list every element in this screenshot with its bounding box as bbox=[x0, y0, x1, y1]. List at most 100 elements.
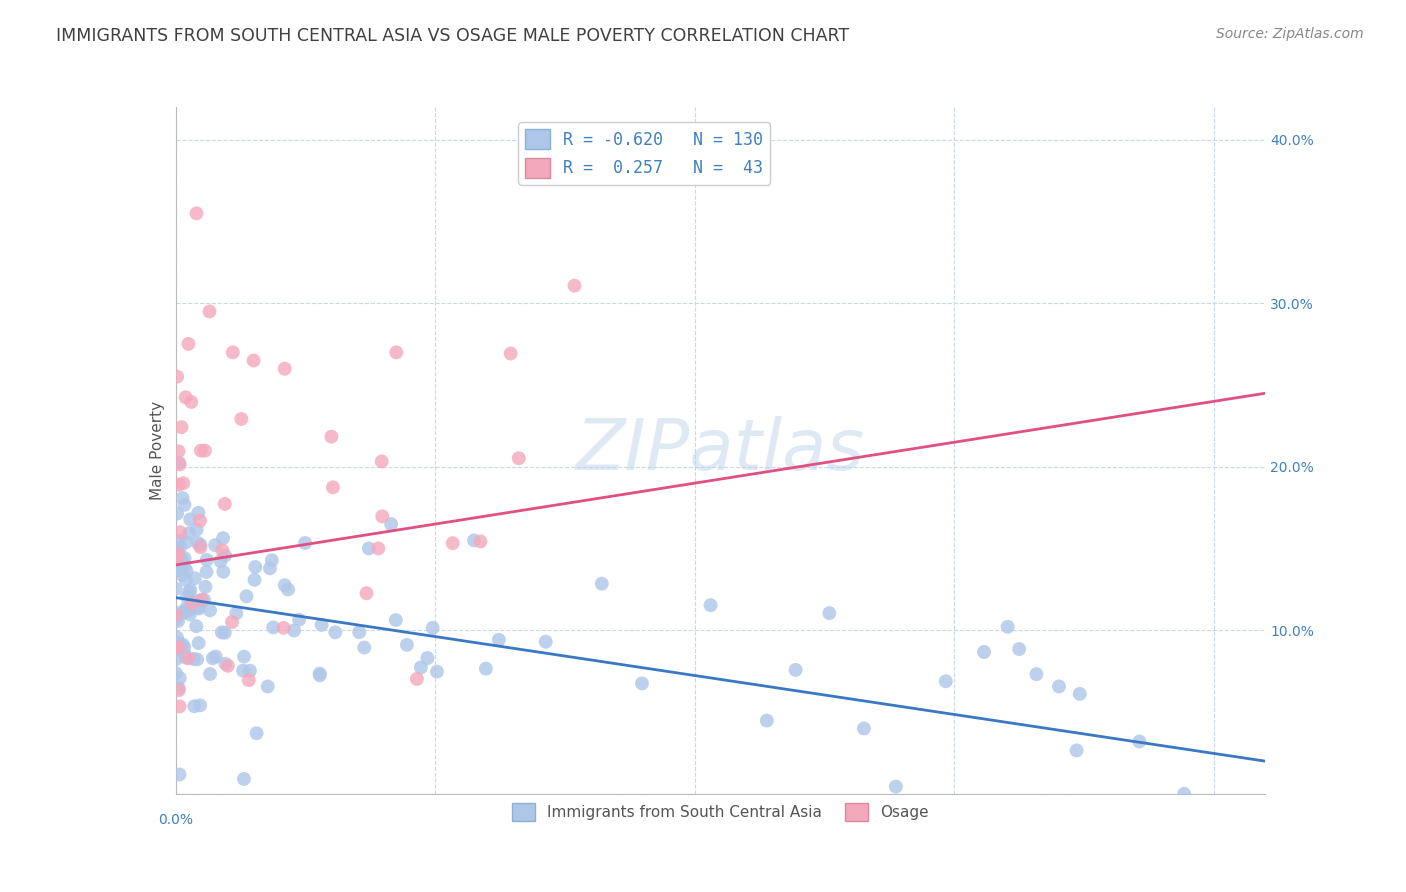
Point bbox=[370, 454, 392, 468]
Point bbox=[174, 601, 197, 615]
Point bbox=[176, 564, 198, 578]
Point bbox=[166, 635, 188, 649]
Point bbox=[395, 638, 418, 652]
Point bbox=[186, 206, 208, 220]
Point bbox=[195, 553, 218, 567]
Point bbox=[222, 345, 245, 359]
Point bbox=[165, 608, 187, 623]
Point bbox=[214, 657, 236, 671]
Point bbox=[441, 536, 464, 550]
Point bbox=[188, 514, 211, 528]
Point bbox=[167, 606, 190, 620]
Point bbox=[169, 640, 191, 655]
Point bbox=[1128, 734, 1150, 748]
Point bbox=[884, 780, 907, 794]
Point bbox=[347, 625, 370, 640]
Point bbox=[416, 651, 439, 665]
Point bbox=[534, 634, 557, 648]
Point bbox=[406, 672, 429, 686]
Point bbox=[426, 665, 449, 679]
Point bbox=[214, 497, 236, 511]
Point bbox=[166, 369, 188, 384]
Point bbox=[214, 549, 236, 563]
Y-axis label: Male Poverty: Male Poverty bbox=[149, 401, 165, 500]
Point bbox=[169, 458, 191, 472]
Point bbox=[172, 476, 194, 491]
Point bbox=[169, 767, 191, 781]
Point bbox=[186, 535, 208, 549]
Point bbox=[167, 640, 190, 655]
Point bbox=[173, 498, 195, 512]
Point bbox=[170, 552, 193, 566]
Point bbox=[187, 636, 209, 650]
Point bbox=[174, 390, 197, 404]
Point bbox=[167, 477, 190, 491]
Point bbox=[179, 603, 201, 617]
Text: Source: ZipAtlas.com: Source: ZipAtlas.com bbox=[1216, 27, 1364, 41]
Point bbox=[273, 621, 295, 635]
Point bbox=[385, 613, 408, 627]
Point bbox=[242, 353, 264, 368]
Point bbox=[755, 714, 778, 728]
Point bbox=[243, 573, 266, 587]
Point bbox=[380, 516, 402, 531]
Point bbox=[283, 624, 305, 638]
Point bbox=[499, 346, 522, 360]
Point bbox=[409, 660, 432, 674]
Point bbox=[167, 444, 190, 458]
Point bbox=[699, 598, 721, 612]
Point bbox=[187, 594, 209, 608]
Point bbox=[422, 621, 444, 635]
Point bbox=[166, 608, 188, 623]
Point bbox=[186, 619, 208, 633]
Point bbox=[188, 698, 211, 713]
Point bbox=[591, 576, 613, 591]
Point bbox=[262, 620, 284, 634]
Point bbox=[181, 596, 204, 610]
Point bbox=[470, 534, 492, 549]
Point bbox=[273, 578, 295, 592]
Point bbox=[177, 337, 200, 351]
Point bbox=[165, 641, 187, 656]
Point bbox=[179, 585, 201, 599]
Point bbox=[166, 550, 188, 565]
Point bbox=[167, 533, 190, 548]
Point bbox=[259, 561, 281, 575]
Point bbox=[187, 506, 209, 520]
Point bbox=[186, 523, 208, 537]
Point bbox=[209, 554, 232, 568]
Point bbox=[186, 652, 208, 666]
Point bbox=[167, 547, 190, 561]
Point bbox=[190, 592, 212, 607]
Point bbox=[323, 625, 346, 640]
Point bbox=[204, 649, 226, 664]
Point bbox=[165, 563, 187, 577]
Point bbox=[321, 430, 343, 444]
Point bbox=[785, 663, 807, 677]
Point bbox=[172, 491, 194, 505]
Point bbox=[172, 568, 194, 582]
Point bbox=[818, 606, 841, 620]
Point bbox=[277, 582, 299, 597]
Point bbox=[167, 681, 190, 696]
Point bbox=[1008, 642, 1031, 657]
Point bbox=[385, 345, 408, 359]
Point bbox=[564, 278, 586, 293]
Point bbox=[935, 674, 957, 689]
Point bbox=[180, 395, 202, 409]
Point bbox=[211, 543, 233, 558]
Point bbox=[232, 664, 254, 678]
Point bbox=[1066, 743, 1088, 757]
Point bbox=[239, 664, 262, 678]
Point bbox=[194, 443, 217, 458]
Point bbox=[167, 456, 190, 470]
Point bbox=[177, 651, 200, 665]
Point bbox=[322, 480, 344, 494]
Point bbox=[211, 625, 233, 640]
Point bbox=[173, 645, 195, 659]
Point bbox=[184, 571, 207, 585]
Point bbox=[235, 589, 257, 603]
Point bbox=[190, 538, 212, 552]
Text: 0.0%: 0.0% bbox=[159, 814, 193, 827]
Point bbox=[308, 666, 330, 681]
